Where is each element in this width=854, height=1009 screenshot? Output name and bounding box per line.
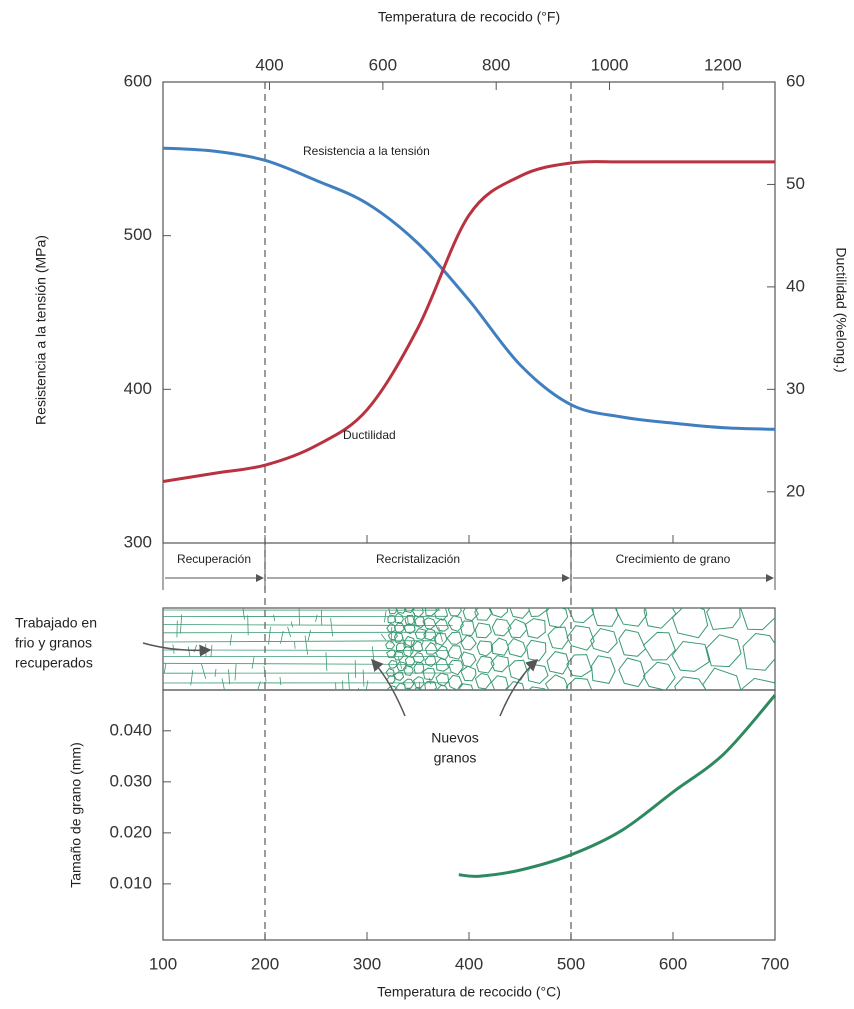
y2-tick-label: 30 [786, 379, 805, 398]
x2-tick-label: 1200 [704, 55, 742, 74]
recrystallized-grains [385, 608, 775, 690]
annotation: granos [434, 750, 477, 766]
y-tick-label: 0.040 [109, 720, 152, 739]
x-tick-label: 600 [659, 954, 687, 973]
microstructure [163, 608, 775, 690]
annotation: Trabajado en [15, 615, 97, 631]
x2-axis-label: Temperatura de recocido (°F) [378, 9, 560, 25]
region-label: Recristalización [376, 552, 460, 566]
x2-tick-label: 1000 [591, 55, 629, 74]
y-axis-label: Tamaño de grano (mm) [68, 742, 84, 888]
annotation-arrow [499, 658, 539, 717]
y2-tick-label: 40 [786, 276, 805, 295]
region-label: Crecimiento de grano [616, 552, 731, 566]
y-axis-label: Resistencia a la tensión (MPa) [33, 235, 49, 425]
x-tick-label: 700 [761, 954, 789, 973]
annotation: recuperados [15, 655, 93, 671]
y-tick-label: 400 [124, 379, 152, 398]
x-tick-label: 500 [557, 954, 585, 973]
series-label: Ductilidad [343, 428, 396, 442]
series-line [458, 694, 777, 878]
x-tick-label: 400 [455, 954, 483, 973]
x2-tick-label: 400 [255, 55, 283, 74]
x-tick-label: 200 [251, 954, 279, 973]
y-tick-label: 600 [124, 71, 152, 90]
x-tick-label: 100 [149, 954, 177, 973]
y2-tick-label: 60 [786, 71, 805, 90]
y2-tick-label: 20 [786, 481, 805, 500]
y-tick-label: 0.020 [109, 822, 152, 841]
region-label: Recuperación [177, 552, 251, 566]
y-tick-label: 300 [124, 532, 152, 551]
annotation: frio y granos [15, 635, 92, 651]
bottom-frame [162, 689, 776, 941]
annotation-arrow [142, 642, 212, 657]
series-label: Resistencia a la tensión [303, 144, 430, 158]
x-tick-label: 300 [353, 954, 381, 973]
annotation: Nuevos [431, 730, 478, 746]
series-line [162, 146, 776, 431]
x2-tick-label: 600 [369, 55, 397, 74]
series-line [162, 160, 775, 484]
y-tick-label: 0.010 [109, 873, 152, 892]
y-tick-label: 500 [124, 225, 152, 244]
y2-tick-label: 50 [786, 174, 805, 193]
x-axis-label: Temperatura de recocido (°C) [377, 984, 561, 1000]
top-frame [162, 81, 776, 544]
y2-axis-label: Ductilidad (%elong.) [833, 247, 849, 372]
x2-tick-label: 800 [482, 55, 510, 74]
y-tick-label: 0.030 [109, 771, 152, 790]
annotation-arrow [370, 658, 406, 717]
